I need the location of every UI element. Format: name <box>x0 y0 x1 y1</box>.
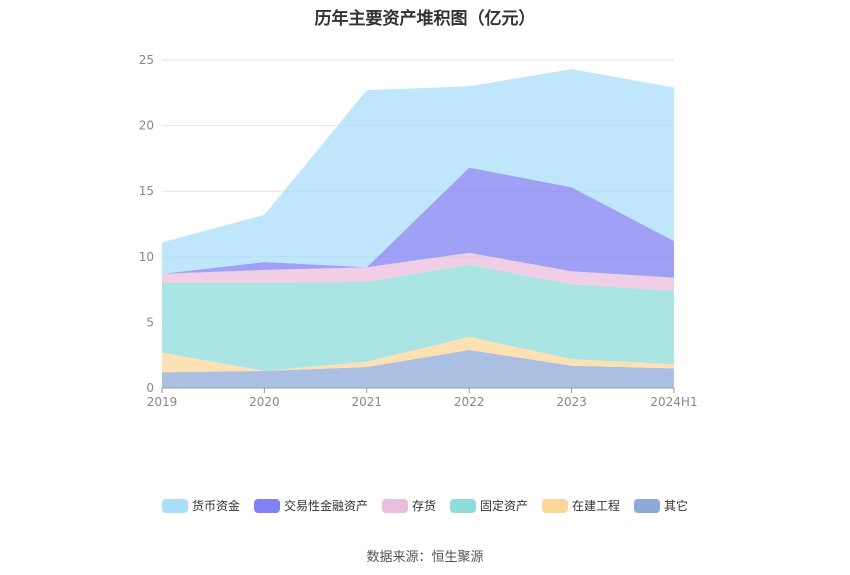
legend-label: 在建工程 <box>572 499 621 513</box>
y-tick-label: 10 <box>139 250 154 264</box>
data-source: 数据来源：恒生聚源 <box>366 550 484 565</box>
x-tick-label: 2019 <box>147 395 178 409</box>
legend-item[interactable]: 货币资金 <box>161 497 240 514</box>
area-series <box>162 69 674 388</box>
legend-label: 交易性金融资产 <box>283 499 368 513</box>
x-tick-label: 2024H1 <box>650 395 697 409</box>
area-货币资金 <box>162 69 674 274</box>
x-tick-label: 2021 <box>352 395 383 409</box>
y-tick-label: 5 <box>146 315 154 329</box>
area-其它 <box>162 349 674 388</box>
legend-swatch <box>253 498 280 513</box>
y-tick-label: 15 <box>139 184 154 198</box>
axes: 0 5 10 15 20 25 2019 2020 2021 2022 2023 2024H1 <box>139 53 698 409</box>
legend-item[interactable]: 固定资产 <box>450 497 528 514</box>
legend-item[interactable]: 存货 <box>381 497 436 514</box>
area-在建工程 <box>162 336 674 373</box>
legend-swatch <box>542 498 569 513</box>
x-tick-label: 2023 <box>556 395 587 409</box>
y-tick-label: 0 <box>146 381 154 395</box>
legend: 货币资金 交易性金融资产 存货 固定资产 在建工程 其它 <box>0 497 850 514</box>
area-固定资产 <box>162 264 674 371</box>
legend-swatch <box>634 498 661 513</box>
legend-label: 存货 <box>411 499 436 513</box>
legend-swatch <box>381 498 408 513</box>
chart-title: 历年主要资产堆积图（亿元） <box>314 9 536 29</box>
area-交易性金融资产 <box>162 167 674 278</box>
legend-label: 其它 <box>664 499 689 513</box>
legend-item[interactable]: 其它 <box>634 497 688 514</box>
stacked-area-chart: 0 5 10 15 20 25 2019 2020 2021 2022 2023 2024H1 <box>139 53 698 409</box>
legend-label: 货币资金 <box>191 499 240 513</box>
legend-label: 固定资产 <box>480 499 529 513</box>
y-tick-label: 20 <box>139 119 154 133</box>
legend-swatch <box>450 498 476 513</box>
legend-item[interactable]: 在建工程 <box>542 497 620 514</box>
x-tick-label: 2022 <box>454 395 485 409</box>
y-tick-label: 25 <box>139 53 154 67</box>
legend-item[interactable]: 交易性金融资产 <box>253 497 368 514</box>
x-tick-label: 2020 <box>249 395 280 409</box>
legend-swatch <box>161 498 188 513</box>
area-存货 <box>162 252 674 291</box>
